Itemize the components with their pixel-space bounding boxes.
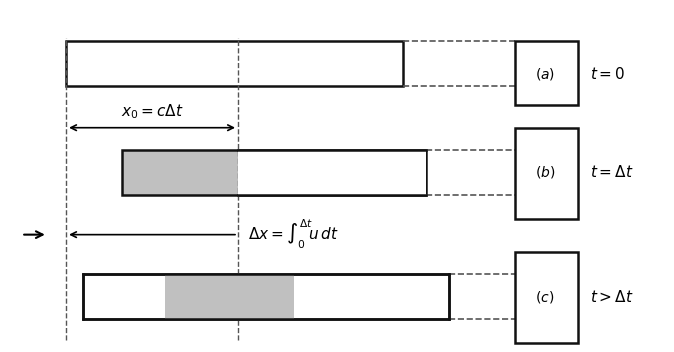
Text: $\mathit{(b)}$: $\mathit{(b)}$ [535,164,555,180]
Text: $t=0$: $t=0$ [590,65,625,82]
Text: $\mathit{(a)}$: $\mathit{(a)}$ [535,65,555,82]
Text: $x_0=c\Delta t$: $x_0=c\Delta t$ [121,102,183,121]
Bar [516,42,578,105]
Bar [165,274,294,319]
Bar [66,42,403,86]
Bar [123,150,426,195]
Bar [516,128,578,219]
Text: $\mathit{(c)}$: $\mathit{(c)}$ [535,289,555,305]
Text: $\Delta x=\int_0^{\Delta t}\!u\,dt$: $\Delta x=\int_0^{\Delta t}\!u\,dt$ [248,218,338,251]
Text: $t=\Delta t$: $t=\Delta t$ [590,164,634,180]
Text: $t>\Delta t$: $t>\Delta t$ [590,289,634,305]
Bar [83,274,450,319]
Bar [516,252,578,343]
Bar [238,150,426,195]
